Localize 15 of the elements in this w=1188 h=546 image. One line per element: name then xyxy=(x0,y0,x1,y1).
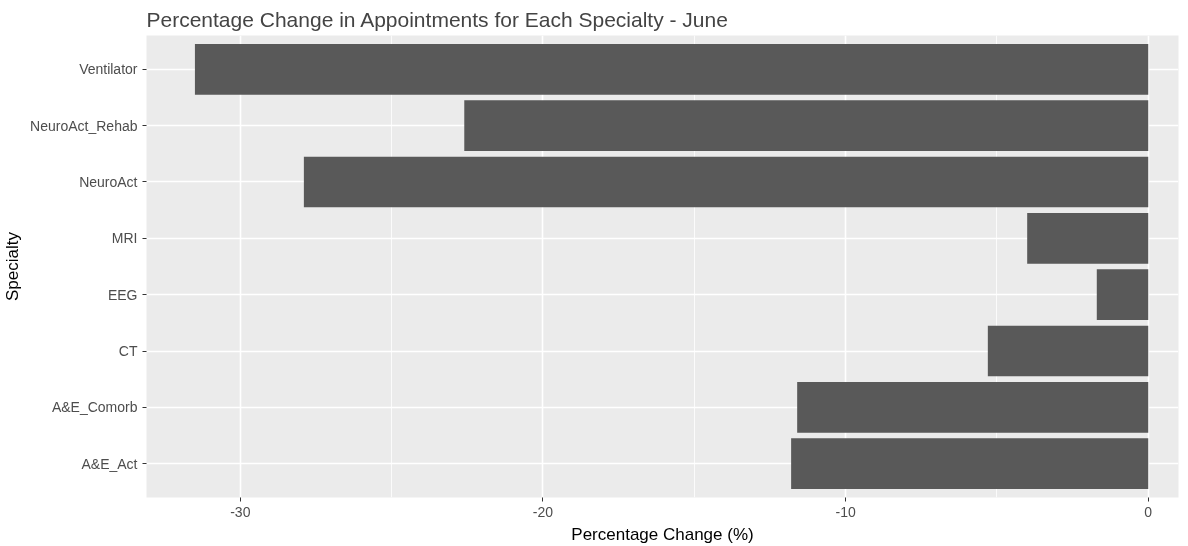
y-tick-label: EEG xyxy=(107,286,138,303)
y-tick-label: NeuroAct_Rehab xyxy=(30,117,138,134)
y-tick-label: MRI xyxy=(111,230,138,247)
x-tick-label: 0 xyxy=(1144,503,1153,520)
y-tick-label: CT xyxy=(118,343,138,360)
x-tick-label: -10 xyxy=(835,503,856,520)
x-tick-label: -30 xyxy=(230,503,251,520)
y-tick-label: A&E_Act xyxy=(81,455,138,472)
y-tick-label: A&E_Comorb xyxy=(51,399,138,416)
y-tick-label: Ventilator xyxy=(79,61,138,78)
x-tick-label: -20 xyxy=(532,503,554,520)
y-axis-title: Specialty xyxy=(3,231,23,301)
chart-title: Percentage Change in Appointments for Each Specialty - June xyxy=(146,7,728,31)
y-tick-label: NeuroAct xyxy=(79,173,138,190)
x-axis-title: Percentage Change (%) xyxy=(571,524,754,544)
